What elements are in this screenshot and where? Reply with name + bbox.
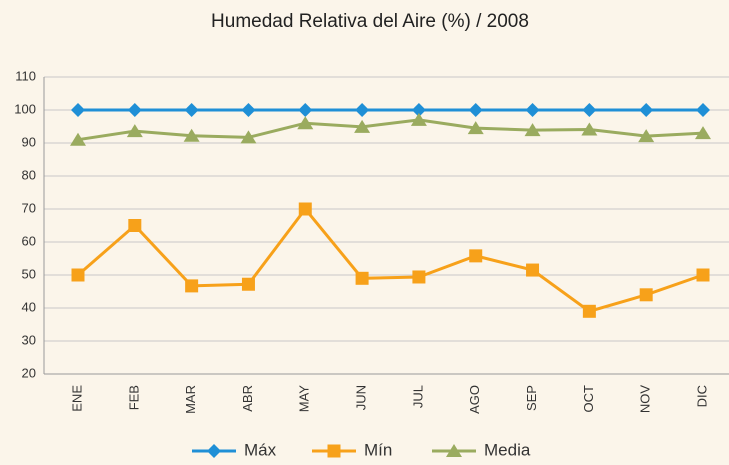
x-tick-label: JUN [354,385,369,410]
x-tick-label: SEP [524,385,539,411]
legend-label: Máx [244,440,277,459]
diamond-marker [696,103,710,117]
y-tick-label: 60 [22,233,36,248]
diamond-marker [582,103,597,117]
x-tick-label: MAR [183,385,198,414]
square-marker [639,288,653,302]
x-tick-label: NOV [638,385,653,414]
triangle-marker [70,132,86,146]
square-marker [696,268,710,282]
y-tick-label: 50 [22,266,36,281]
square-marker [71,268,85,282]
x-tick-label: AGO [467,385,482,414]
square-marker [241,277,255,291]
diamond-marker [525,103,540,117]
triangle-marker [410,112,427,126]
square-marker [327,444,341,458]
triangle-marker [183,128,200,142]
legend-label: Mín [364,440,392,459]
x-tick-label: ABR [240,385,255,412]
x-tick-label: DIC [694,385,709,407]
y-tick-label: 40 [22,299,36,314]
y-tick-label: 20 [22,365,36,380]
triangle-marker [638,129,655,143]
square-marker [185,279,199,293]
y-tick-label: 70 [22,200,36,215]
x-tick-label: OCT [581,385,596,413]
triangle-marker [581,122,598,136]
x-tick-label: MAY [297,385,312,413]
diamond-marker [207,444,221,458]
diamond-marker [411,103,426,117]
y-tick-label: 100 [14,101,36,116]
legend-label: Media [484,440,531,459]
square-marker [469,249,483,263]
series-line [77,118,704,142]
triangle-marker [240,130,257,144]
triangle-marker [467,121,484,135]
y-tick-label: 30 [22,332,36,347]
x-tick-label: FEB [126,385,141,410]
y-tick-label: 80 [22,167,36,182]
triangle-marker [297,116,314,130]
square-marker [526,263,540,277]
diamond-marker [127,103,142,117]
diamond-marker [71,103,85,117]
diamond-marker [355,103,370,117]
y-tick-label: 90 [22,134,36,149]
x-tick-label: JUL [410,385,425,408]
y-tick-label: 110 [15,68,36,83]
triangle-marker [695,126,711,140]
diamond-marker [241,103,256,117]
square-marker [298,202,312,216]
triangle-marker [126,124,143,138]
square-marker [355,271,369,285]
triangle-marker [354,119,371,133]
diamond-marker [184,103,199,117]
triangle-marker [446,444,462,457]
triangle-marker [524,123,541,137]
diamond-marker [298,103,313,117]
chart-title: Humedad Relativa del Aire (%) / 2008 [211,11,529,32]
x-tick-label: ENE [69,385,84,412]
diamond-marker [468,103,483,117]
square-marker [582,304,596,318]
square-marker [128,219,142,232]
diamond-marker [639,103,654,117]
series-line [77,206,704,313]
square-marker [412,270,426,284]
